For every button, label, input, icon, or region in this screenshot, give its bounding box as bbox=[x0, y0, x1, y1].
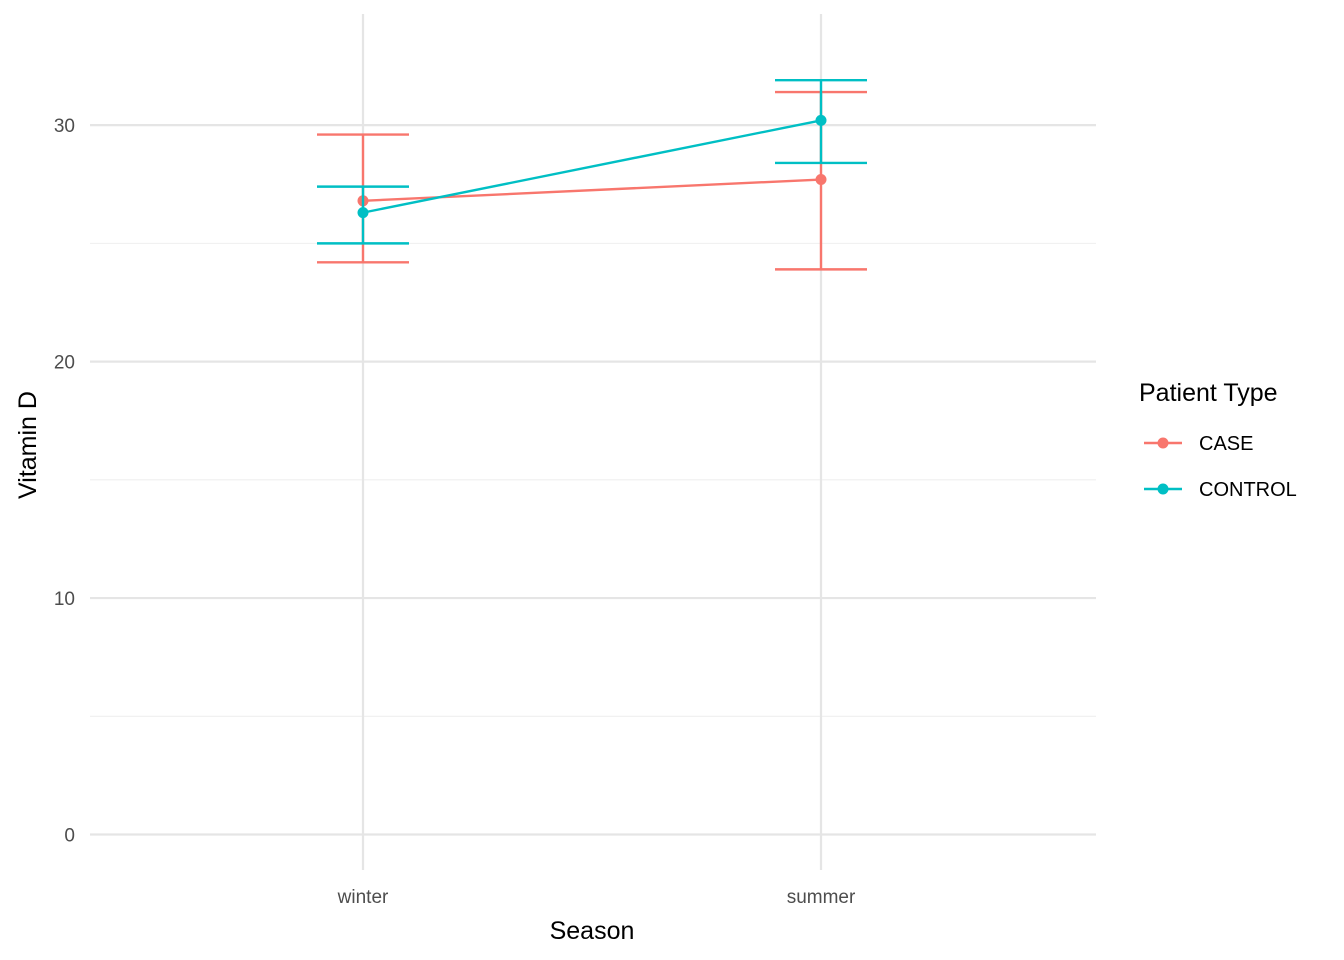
y-tick-label: 30 bbox=[54, 116, 75, 137]
y-axis-ticks: 0 10 20 30 bbox=[54, 116, 75, 846]
legend-key-point bbox=[1157, 437, 1169, 449]
x-tick-label: winter bbox=[337, 887, 389, 908]
legend-item-case: CASE bbox=[1144, 433, 1253, 455]
series-line bbox=[362, 119, 822, 214]
legend: Patient Type CASE CONTROL bbox=[1139, 379, 1297, 501]
y-tick-label: 20 bbox=[54, 353, 75, 374]
series-layer bbox=[317, 79, 867, 271]
data-point bbox=[357, 207, 369, 219]
data-point bbox=[815, 114, 827, 126]
legend-key-point bbox=[1157, 483, 1169, 495]
x-axis-ticks: winter summer bbox=[337, 887, 856, 908]
data-point bbox=[815, 174, 827, 186]
grid bbox=[90, 14, 1096, 870]
legend-label: CASE bbox=[1199, 433, 1253, 455]
legend-items: CASE CONTROL bbox=[1144, 433, 1297, 501]
x-axis-title: Season bbox=[550, 917, 635, 945]
y-axis-title: Vitamin D bbox=[14, 391, 42, 499]
legend-label: CONTROL bbox=[1199, 479, 1297, 501]
legend-item-control: CONTROL bbox=[1144, 479, 1297, 501]
series-control bbox=[317, 79, 867, 245]
y-tick-label: 10 bbox=[54, 589, 75, 610]
x-tick-label: summer bbox=[787, 887, 856, 908]
y-tick-label: 0 bbox=[64, 826, 75, 847]
legend-title: Patient Type bbox=[1139, 379, 1278, 407]
